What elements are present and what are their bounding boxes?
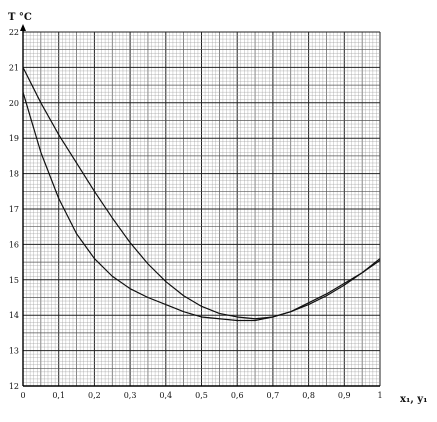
x-axis-title: x₁, y₁ [400,394,428,405]
y-tick-label: 13 [9,347,19,356]
y-tick-label: 15 [9,276,19,285]
x-tick-label: 0,9 [338,391,351,400]
x-tick-label: 0,3 [124,391,137,400]
x-tick-label: 0,6 [231,391,244,400]
x-tick-label: 0,5 [195,391,208,400]
y-tick-label: 21 [9,63,19,72]
liquid-curve [22,92,381,322]
x-tick-label: 0,8 [302,391,315,400]
y-tick-label: 22 [9,28,19,37]
y-tick-label: 18 [9,170,19,179]
graph-paper-grid [22,31,381,387]
vapor-curve [22,67,381,320]
y-tick-label: 14 [9,311,19,320]
y-tick-label: 17 [9,205,19,214]
x-tick-label: 1 [377,391,382,400]
x-tick-label: 0,1 [52,391,65,400]
x-tick-label: 0,4 [159,391,172,400]
y-tick-label: 19 [9,134,19,143]
axes [20,24,380,387]
y-axis-title: T °C [8,12,32,23]
y-tick-label: 16 [9,240,19,249]
tick-labels: 0 0,1 0,2 0,3 0,4 0,5 0,6 0,7 0,8 0,9 1 12 13 14 15 16 1… [9,28,383,400]
x-tick-label: 0 [20,391,25,400]
y-tick-label: 12 [9,382,19,391]
x-tick-label: 0,7 [267,391,280,400]
y-tick-label: 20 [9,99,19,108]
series-group [22,67,381,322]
y-axis-arrow [20,24,26,31]
x-tick-label: 0,2 [88,391,101,400]
